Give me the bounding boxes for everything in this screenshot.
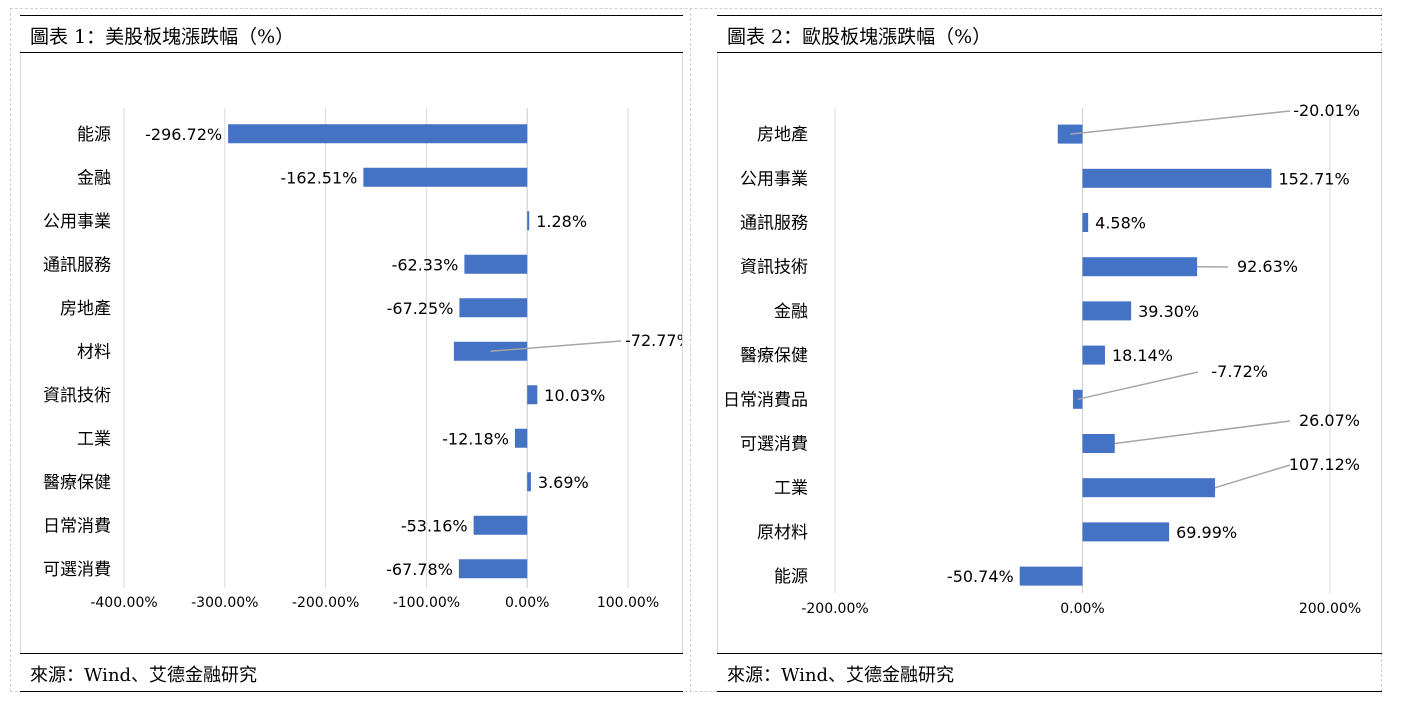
bar (228, 124, 528, 144)
bar (1082, 168, 1272, 188)
bar (1019, 566, 1083, 586)
chart-title: 圖表 2：歐股板塊漲跌幅（%） (727, 26, 992, 48)
data-label: -7.72% (1211, 362, 1268, 381)
category-label: 金融 (774, 302, 808, 322)
data-label: -162.51% (280, 168, 357, 187)
category-label: 公用事業 (740, 169, 808, 189)
bar-chart-us: -400.00% -300.00% -200.00% -100.00% 0.00% 100… (43, 108, 692, 611)
chart-panel-eu: 圖表 2：歐股板塊漲跌幅（%） -200.00% 0.00% 200.00% 房地產 -… (717, 15, 1382, 692)
bar (1082, 301, 1132, 321)
x-tick-label: -100.00% (393, 595, 460, 611)
bar-chart-eu: -200.00% 0.00% 200.00% 房地產 -20.01% 公用事業 152.71… (723, 101, 1361, 617)
data-label: 107.12% (1289, 455, 1360, 474)
data-label: -72.77% (625, 331, 682, 350)
category-label: 可選消費 (43, 560, 111, 580)
label-leader-line (1214, 464, 1291, 489)
data-label: -12.18% (442, 429, 509, 448)
bar (1082, 522, 1170, 542)
bar (464, 254, 528, 274)
data-label: -62.33% (392, 255, 459, 274)
chart-frame: -200.00% 0.00% 200.00% 房地產 -20.01% 公用事業 152.71… (717, 53, 1382, 653)
data-label: -67.25% (387, 299, 454, 318)
data-label: -20.01% (1293, 101, 1360, 120)
category-label: 通訊服務 (43, 255, 111, 275)
label-leader-line (490, 340, 622, 352)
category-label: 通訊服務 (740, 214, 808, 234)
chart-panel-us: 圖表 1：美股板塊漲跌幅（%） -400.00% -300.00% -200.00%… (20, 15, 692, 692)
category-label: 能源 (774, 567, 808, 587)
category-label: 公用事業 (43, 212, 111, 232)
panel-title-bar: 圖表 2：歐股板塊漲跌幅（%） (717, 15, 1382, 53)
bar (458, 559, 528, 579)
bar (1082, 345, 1105, 365)
x-tick-label: -400.00% (90, 595, 157, 611)
data-label: 26.07% (1299, 411, 1360, 430)
category-label: 日常消費 (43, 516, 111, 536)
data-label: 3.69% (538, 473, 589, 492)
category-label: 房地產 (757, 125, 808, 145)
data-label: -50.74% (947, 567, 1014, 586)
x-tick-label: 100.00% (597, 595, 659, 611)
data-label: 152.71% (1278, 169, 1349, 188)
bar (527, 211, 530, 231)
chart-source: 來源：Wind、艾德金融研究 (727, 665, 955, 686)
x-tick-label: -300.00% (191, 595, 258, 611)
bar (1082, 213, 1089, 232)
data-label: 1.28% (536, 212, 587, 231)
data-label: -53.16% (401, 516, 468, 535)
category-label: 醫療保健 (43, 473, 111, 493)
category-label: 可選消費 (740, 435, 808, 455)
data-label: 92.63% (1237, 257, 1298, 276)
data-label: -296.72% (145, 125, 222, 144)
x-tick-label: 0.00% (505, 595, 549, 611)
bar (459, 298, 528, 318)
x-tick-label: -200.00% (801, 601, 868, 617)
category-label: 工業 (774, 479, 808, 499)
data-label: 18.14% (1112, 346, 1173, 365)
category-label: 工業 (77, 429, 111, 449)
category-label: 能源 (77, 125, 111, 145)
panel-source-bar: 來源：Wind、艾德金融研究 (717, 653, 1382, 692)
panel-title-bar: 圖表 1：美股板塊漲跌幅（%） (20, 15, 683, 53)
panel-source-bar: 來源：Wind、艾德金融研究 (20, 653, 683, 692)
bar (527, 472, 531, 492)
label-leader-line (1070, 110, 1291, 135)
bar (363, 167, 528, 187)
bar (514, 428, 528, 448)
x-tick-label: -200.00% (292, 595, 359, 611)
panel-divider (690, 8, 691, 692)
chart-title: 圖表 1：美股板塊漲跌幅（%） (30, 26, 295, 48)
data-label: 69.99% (1176, 523, 1237, 542)
label-leader-line (1077, 371, 1199, 401)
bar (1082, 257, 1198, 277)
bar (527, 385, 538, 405)
category-label: 醫療保健 (740, 346, 808, 366)
bar (1082, 434, 1115, 453)
bar (473, 515, 528, 535)
category-label: 材料 (77, 342, 111, 362)
x-tick-label: 200.00% (1299, 601, 1361, 617)
category-label: 原材料 (757, 523, 808, 543)
chart-source: 來源：Wind、艾德金融研究 (30, 665, 258, 686)
data-label: 10.03% (544, 386, 605, 405)
category-label: 金融 (77, 168, 111, 188)
category-label: 房地產 (60, 299, 111, 319)
category-label: 資訊技術 (43, 386, 111, 406)
category-label: 資訊技術 (740, 258, 808, 278)
bar (1057, 124, 1083, 144)
category-label: 日常消費品 (723, 390, 808, 410)
label-leader-line (1114, 420, 1291, 445)
data-label: 39.30% (1138, 302, 1199, 321)
x-tick-label: 0.00% (1060, 601, 1104, 617)
data-label: 4.58% (1095, 214, 1146, 233)
data-label: -67.78% (386, 560, 453, 579)
chart-frame: -400.00% -300.00% -200.00% -100.00% 0.00% 100… (20, 53, 692, 653)
bar (1082, 478, 1216, 498)
